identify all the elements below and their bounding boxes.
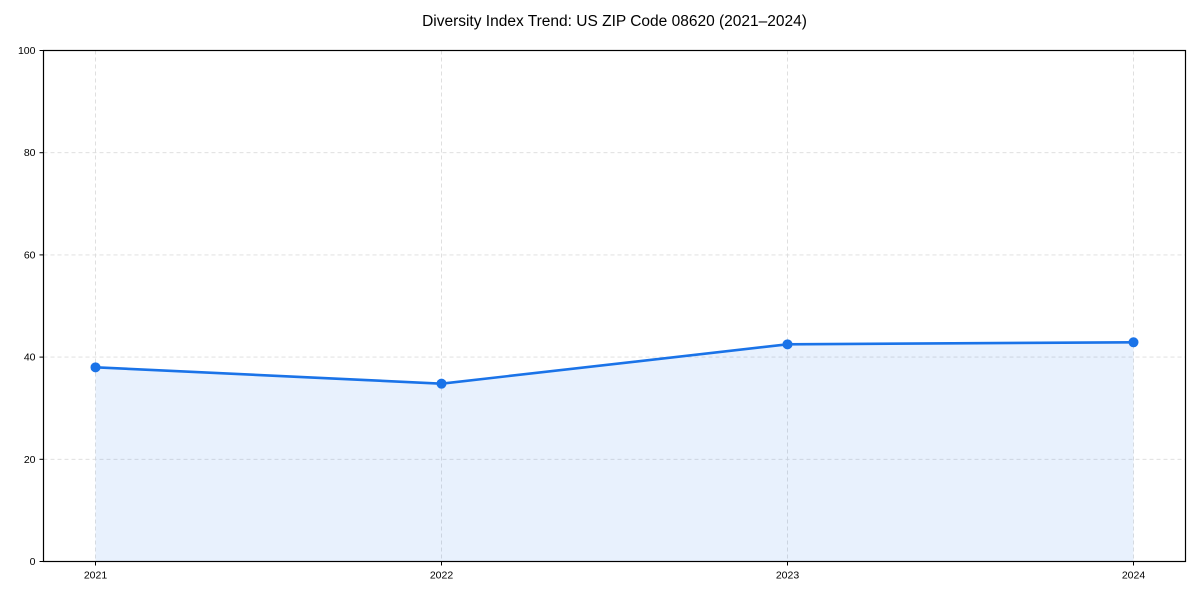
chart-title: Diversity Index Trend: US ZIP Code 08620… bbox=[422, 13, 807, 30]
y-tick-label: 80 bbox=[24, 147, 36, 159]
x-tick-label: 2022 bbox=[430, 570, 454, 582]
x-tick-label: 2023 bbox=[776, 570, 800, 582]
area-fill bbox=[95, 342, 1134, 562]
y-tick-label: 60 bbox=[24, 249, 36, 261]
data-point-marker bbox=[436, 378, 447, 389]
y-tick-label: 40 bbox=[24, 352, 36, 364]
data-point-marker bbox=[782, 339, 793, 350]
y-tick-label: 100 bbox=[18, 45, 36, 57]
trend-line bbox=[94, 340, 1135, 385]
plot-border bbox=[42, 49, 1187, 563]
x-tick-label: 2021 bbox=[84, 570, 108, 582]
y-tick-label: 20 bbox=[24, 454, 36, 466]
y-tick-label: 0 bbox=[30, 556, 36, 568]
x-tick-label: 2024 bbox=[1122, 570, 1146, 582]
data-point-marker bbox=[1128, 337, 1139, 348]
data-point-marker bbox=[90, 362, 101, 373]
